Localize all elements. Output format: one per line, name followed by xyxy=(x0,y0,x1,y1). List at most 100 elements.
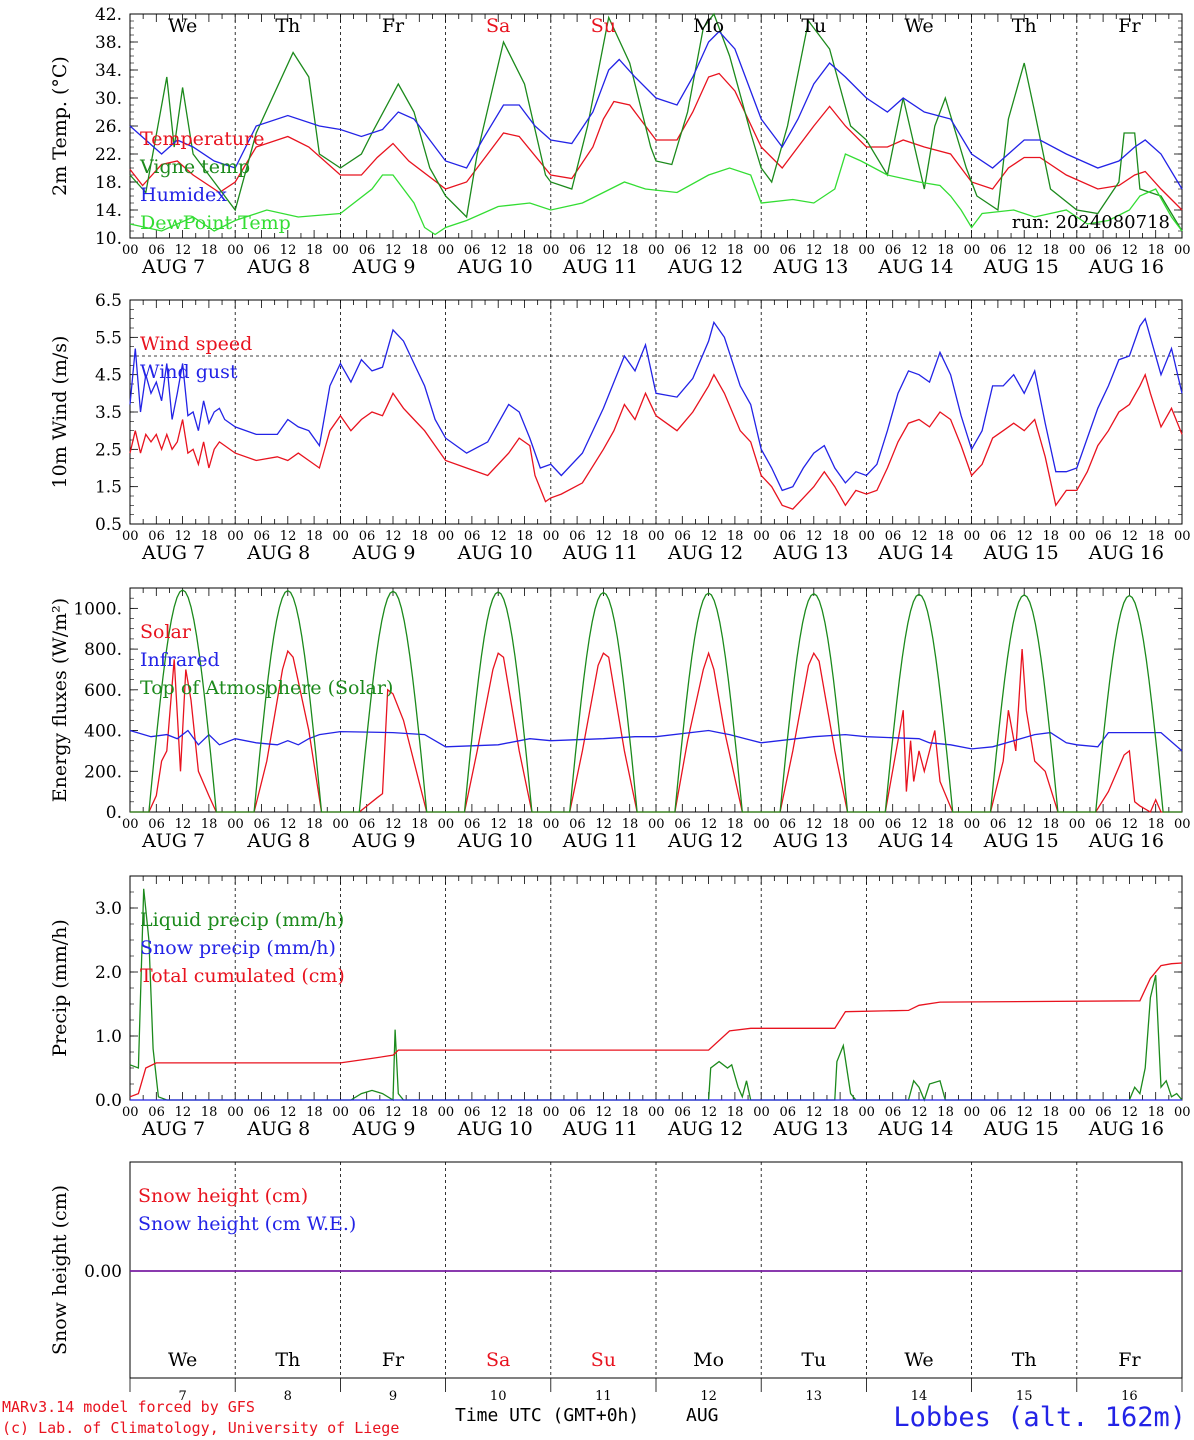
hour-tick-label: 06 xyxy=(148,817,165,832)
hour-tick-label: 12 xyxy=(280,817,297,832)
hour-tick-label: 06 xyxy=(780,817,797,832)
series-humidex xyxy=(129,30,1183,190)
hour-tick-label: 18 xyxy=(517,1105,534,1120)
hour-tick-label: 06 xyxy=(780,1105,797,1120)
weekday-label: Th xyxy=(275,15,300,37)
weekday-label: Th xyxy=(1012,1349,1037,1371)
hour-tick-label: 12 xyxy=(175,243,192,258)
hour-tick-label: 06 xyxy=(464,243,481,258)
hour-tick-label: 06 xyxy=(780,529,797,544)
weekday-label: Fr xyxy=(1118,1349,1141,1371)
hour-tick-label: 12 xyxy=(1016,243,1033,258)
hour-tick-label: 06 xyxy=(569,1105,586,1120)
panel-frame xyxy=(129,13,1183,239)
hour-tick-label: 00 xyxy=(1174,529,1191,544)
weekday-label: Th xyxy=(275,1349,300,1371)
hour-tick-label: 12 xyxy=(595,529,612,544)
hour-tick-label: 18 xyxy=(1148,529,1165,544)
y-tick-label: 600. xyxy=(84,681,122,701)
hour-tick-label: 06 xyxy=(990,817,1007,832)
y-tick-label: 18. xyxy=(95,173,122,193)
hour-tick-label: 00 xyxy=(122,1105,139,1120)
hour-tick-label: 06 xyxy=(990,243,1007,258)
date-label: AUG 16 xyxy=(1088,256,1164,278)
hour-tick-label: 06 xyxy=(885,243,902,258)
date-label: AUG 12 xyxy=(667,830,743,852)
hour-tick-label: 06 xyxy=(674,1105,691,1120)
hour-tick-label: 06 xyxy=(990,1105,1007,1120)
legend-solar: Solar xyxy=(140,621,192,643)
month-label: AUG xyxy=(686,1405,719,1426)
legend-wind-speed: Wind speed xyxy=(140,333,252,355)
hour-tick-label: 00 xyxy=(543,529,560,544)
weekday-label: We xyxy=(904,15,933,37)
date-label: AUG 8 xyxy=(246,542,310,564)
date-label: AUG 14 xyxy=(877,542,953,564)
hour-tick-label: 06 xyxy=(990,529,1007,544)
hour-tick-label: 18 xyxy=(411,243,428,258)
date-label: AUG 13 xyxy=(772,1118,848,1140)
hour-tick-label: 00 xyxy=(753,529,770,544)
hour-tick-label: 06 xyxy=(464,1105,481,1120)
hour-tick-label: 00 xyxy=(227,817,244,832)
legend-infrared: Infrared xyxy=(140,649,220,671)
y-axis-label: Precip (mm/h) xyxy=(49,919,71,1057)
legend-snow-precip-mm-h: Snow precip (mm/h) xyxy=(140,937,336,959)
y-tick-label: 38. xyxy=(95,33,122,53)
hour-tick-label: 18 xyxy=(937,529,954,544)
y-tick-label: 1.0 xyxy=(95,1027,122,1047)
hour-tick-label: 12 xyxy=(385,817,402,832)
day-number: 13 xyxy=(806,1389,823,1404)
hour-tick-label: 12 xyxy=(175,817,192,832)
station-label: Lobbes (alt. 162m) xyxy=(893,1402,1186,1433)
date-label: AUG 13 xyxy=(772,830,848,852)
hour-tick-label: 00 xyxy=(964,529,981,544)
hour-tick-label: 18 xyxy=(411,529,428,544)
weekday-label: Fr xyxy=(382,1349,405,1371)
weekday-label: Tu xyxy=(801,1349,826,1371)
hour-tick-label: 00 xyxy=(332,243,349,258)
date-label: AUG 7 xyxy=(141,542,205,564)
model-credit: MARv3.14 model forced by GFS xyxy=(2,1398,255,1416)
date-label: AUG 9 xyxy=(351,542,415,564)
hour-tick-label: 12 xyxy=(1121,243,1138,258)
hour-tick-label: 00 xyxy=(753,817,770,832)
hour-tick-label: 06 xyxy=(1095,1105,1112,1120)
lab-credit: (c) Lab. of Climatology, University of L… xyxy=(2,1419,400,1437)
hour-tick-label: 18 xyxy=(1148,243,1165,258)
y-tick-label: 0.0 xyxy=(95,1091,122,1111)
hour-tick-label: 12 xyxy=(490,529,507,544)
hour-tick-label: 12 xyxy=(595,817,612,832)
hour-tick-label: 12 xyxy=(1121,817,1138,832)
day-number: 11 xyxy=(595,1389,612,1404)
series-top-of-atmosphere-solar xyxy=(130,589,1182,813)
hour-tick-label: 18 xyxy=(832,243,849,258)
hour-tick-label: 18 xyxy=(517,529,534,544)
hour-tick-label: 18 xyxy=(1043,529,1060,544)
hour-tick-label: 00 xyxy=(648,243,665,258)
series-infrared xyxy=(129,729,1183,752)
hour-tick-label: 18 xyxy=(622,817,639,832)
hour-tick-label: 12 xyxy=(595,1105,612,1120)
y-axis-label: 10m Wind (m/s) xyxy=(49,336,71,489)
hour-tick-label: 06 xyxy=(885,1105,902,1120)
hour-tick-label: 00 xyxy=(438,243,455,258)
hour-tick-label: 06 xyxy=(254,1105,271,1120)
hour-tick-label: 18 xyxy=(937,1105,954,1120)
legend-top-of-atmosphere-solar: Top of Atmosphere (Solar) xyxy=(140,677,393,699)
date-label: AUG 16 xyxy=(1088,1118,1164,1140)
hour-tick-label: 00 xyxy=(543,817,560,832)
y-tick-label: 0.00 xyxy=(84,1262,122,1282)
hour-tick-label: 06 xyxy=(148,529,165,544)
y-tick-label: 2.5 xyxy=(95,440,122,460)
date-label: AUG 12 xyxy=(667,256,743,278)
y-tick-label: 0. xyxy=(106,803,122,823)
panel-5 xyxy=(129,1161,1183,1379)
date-label: AUG 7 xyxy=(141,1118,205,1140)
hour-tick-label: 12 xyxy=(911,1105,928,1120)
hour-tick-label: 18 xyxy=(201,1105,218,1120)
hour-tick-label: 06 xyxy=(254,817,271,832)
series-wind-speed xyxy=(129,372,1183,510)
hour-tick-label: 12 xyxy=(280,529,297,544)
legend-humidex: Humidex xyxy=(140,184,227,206)
